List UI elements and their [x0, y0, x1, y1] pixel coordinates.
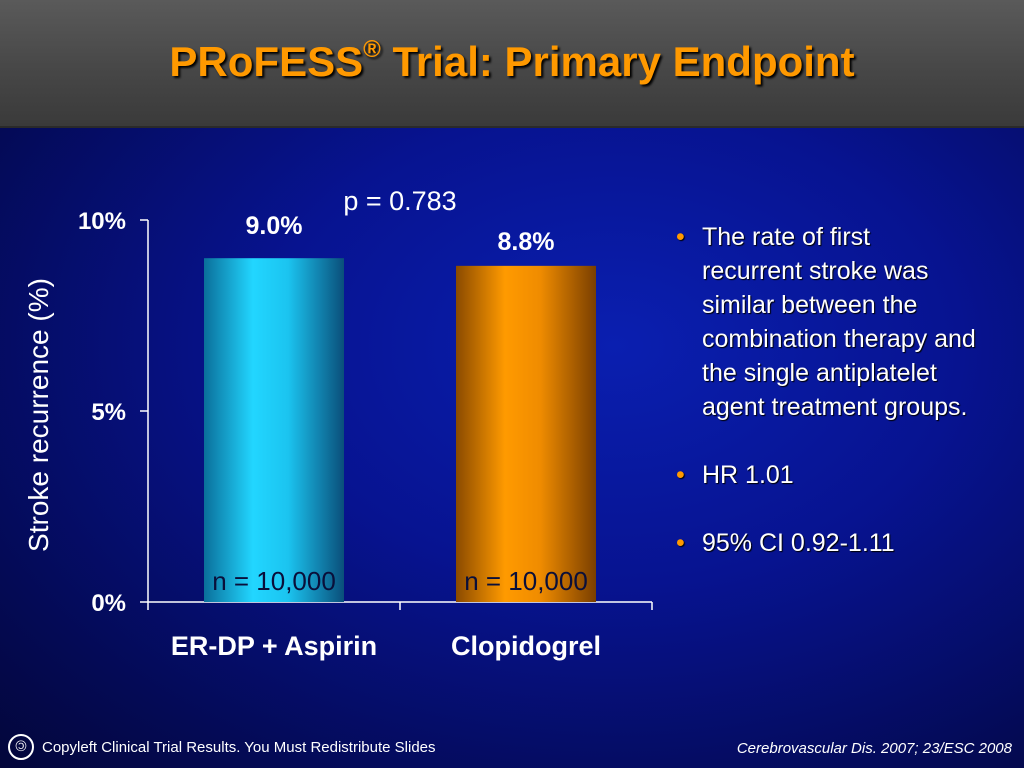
bullet-text: HR 1.01 [702, 461, 794, 489]
bullet-list: • The rate of first recurrent stroke was … [676, 220, 976, 594]
footer-citation: Cerebrovascular Dis. 2007; 23/ESC 2008 [736, 740, 1012, 757]
bar [204, 258, 344, 602]
header-bar: PRoFESS® Trial: Primary Endpoint [0, 0, 1024, 128]
bar-n-label: n = 10,000 [212, 566, 336, 596]
y-tick-label: 0% [91, 590, 126, 617]
bar-chart: 0% 5% 10% 9.0% n = 10,000 ER-DP + Aspirin 8.8%… [23, 186, 653, 661]
bullet-item: • 95% CI 0.92-1.11 [676, 526, 976, 560]
y-tick-label: 10% [78, 208, 126, 235]
bullet-text: 95% CI 0.92-1.11 [702, 529, 895, 557]
bar-value-label: 8.8% [498, 228, 555, 256]
title-registered-mark: ® [363, 36, 381, 63]
copyleft-icon: © [8, 734, 34, 760]
bar-n-label: n = 10,000 [464, 566, 588, 596]
bullet-dot: • [676, 529, 685, 557]
footer-left-text: Copyleft Clinical Trial Results. You Mus… [42, 738, 436, 756]
footer-copyleft: © Copyleft Clinical Trial Results. You M… [8, 734, 436, 760]
bullet-text: The rate of first recurrent stroke was s… [702, 223, 976, 421]
y-axis-title: Stroke recurrence (%) [23, 278, 54, 552]
title-main: PRoFESS [169, 38, 364, 85]
bar-value-label: 9.0% [246, 212, 303, 240]
bullet-item: • HR 1.01 [676, 458, 976, 492]
bullet-dot: • [676, 461, 685, 489]
x-category-label: ER-DP + Aspirin [171, 631, 377, 661]
x-category-label: Clopidogrel [451, 631, 601, 661]
bar [456, 265, 596, 602]
bullet-item: • The rate of first recurrent stroke was … [676, 220, 976, 424]
p-value-annotation: p = 0.783 [343, 186, 456, 216]
title-rest: Trial: Primary Endpoint [380, 38, 855, 85]
bullet-dot: • [676, 223, 685, 251]
page-title: PRoFESS® Trial: Primary Endpoint [0, 36, 1024, 86]
y-tick-label: 5% [91, 399, 126, 426]
